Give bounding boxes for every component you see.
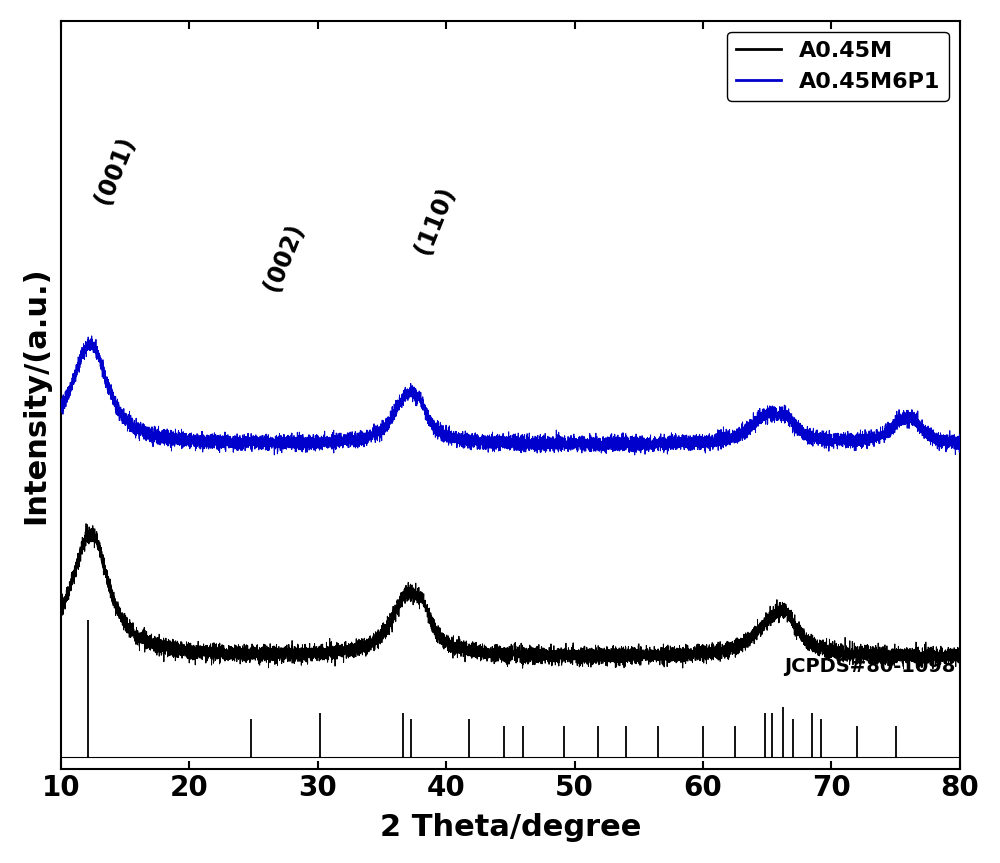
Text: (001): (001) <box>90 133 139 208</box>
X-axis label: 2 Theta/degree: 2 Theta/degree <box>380 813 641 842</box>
Text: JCPDS#80-1098: JCPDS#80-1098 <box>784 657 956 676</box>
Text: (002): (002) <box>260 221 309 295</box>
Legend: A0.45M, A0.45M6P1: A0.45M, A0.45M6P1 <box>727 32 949 101</box>
Text: (110): (110) <box>410 183 459 258</box>
Y-axis label: Intensity/(a.u.): Intensity/(a.u.) <box>21 266 50 524</box>
